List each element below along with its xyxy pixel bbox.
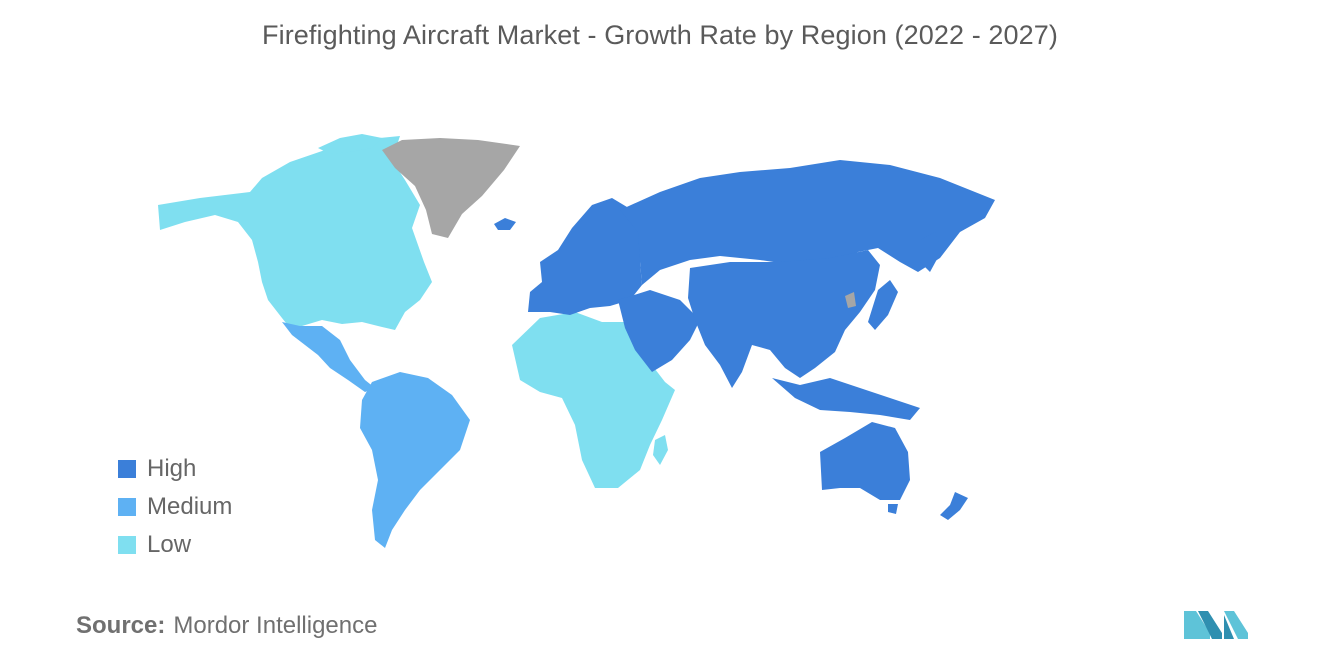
- legend-item-low: Low: [118, 526, 232, 564]
- chart-title: Firefighting Aircraft Market - Growth Ra…: [262, 20, 1058, 50]
- source-line: Source: Mordor Intelligence: [76, 612, 377, 640]
- central-america-shape: [282, 322, 375, 392]
- source-value: Mordor Intelligence: [173, 612, 378, 639]
- southeast-asia-islands-shape: [772, 378, 920, 420]
- asia-shape: [688, 250, 880, 388]
- legend: High Medium Low: [118, 450, 232, 564]
- korea-shape: [845, 292, 856, 308]
- middle-east-shape: [618, 290, 700, 372]
- arctic-islands-shape: [318, 134, 382, 154]
- new-zealand-shape: [940, 492, 968, 520]
- legend-label-medium: Medium: [147, 493, 233, 520]
- iceland-shape: [494, 218, 516, 230]
- madagascar-shape: [653, 435, 668, 465]
- africa-shape: [512, 312, 675, 488]
- legend-label-high: High: [147, 455, 197, 482]
- kamchatka-shape: [920, 232, 942, 272]
- north-america-shape: [158, 136, 432, 330]
- legend-swatch-low: [118, 536, 136, 554]
- greenland-shape: [382, 138, 520, 238]
- south-america-shape: [360, 372, 470, 548]
- source-label: Source:: [76, 612, 166, 639]
- legend-swatch-medium: [118, 498, 136, 516]
- russia-shape: [620, 160, 995, 285]
- legend-label-low: Low: [147, 531, 192, 558]
- mordor-intelligence-logo-icon: [1184, 611, 1248, 639]
- europe-shape: [528, 198, 642, 315]
- tasmania-shape: [888, 504, 898, 514]
- legend-swatch-high: [118, 460, 136, 478]
- legend-item-medium: Medium: [118, 488, 232, 526]
- japan-shape: [868, 280, 898, 330]
- legend-item-high: High: [118, 450, 232, 488]
- australia-shape: [820, 422, 910, 500]
- region-north-america: [158, 134, 432, 330]
